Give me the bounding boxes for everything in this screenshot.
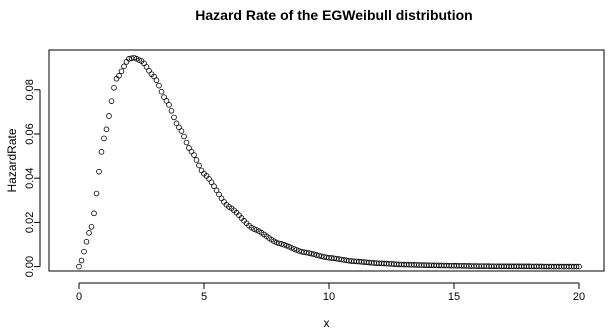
data-point — [296, 248, 302, 254]
data-point — [216, 191, 222, 198]
data-point — [308, 250, 315, 257]
data-point — [156, 82, 162, 89]
data-point — [101, 135, 107, 142]
data-point — [118, 68, 125, 75]
data-point — [288, 245, 295, 251]
data-point — [278, 241, 285, 247]
data-point — [91, 210, 97, 217]
data-point — [83, 238, 90, 245]
data-point — [573, 263, 580, 270]
y-tick-label: 0.06 — [24, 123, 36, 144]
data-point — [213, 187, 220, 194]
data-point — [108, 98, 115, 104]
data-point — [98, 149, 105, 155]
data-point — [93, 190, 100, 197]
data-point — [88, 224, 95, 230]
data-point — [151, 73, 157, 80]
data-point — [103, 126, 110, 133]
data-point — [318, 253, 325, 260]
data-point — [96, 168, 102, 175]
data-point — [111, 85, 117, 91]
y-tick-label: 0.02 — [24, 212, 36, 233]
data-point — [181, 133, 187, 140]
data-point — [198, 167, 205, 174]
data-point — [168, 108, 175, 114]
data-point — [113, 75, 120, 82]
data-point — [273, 239, 280, 246]
data-point — [123, 59, 130, 65]
data-point — [136, 57, 142, 63]
y-axis: 0.00 0.02 0.04 0.06 0.08 — [24, 79, 41, 277]
x-tick-label: 0 — [76, 291, 82, 303]
data-point — [283, 242, 290, 249]
data-point — [196, 162, 202, 169]
data-point — [281, 241, 287, 248]
data-point — [153, 77, 160, 84]
data-point — [211, 183, 217, 190]
data-point — [176, 124, 182, 131]
data-point — [116, 72, 122, 79]
data-point — [191, 152, 197, 158]
x-tick-label: 15 — [448, 291, 460, 303]
data-point — [121, 63, 127, 70]
plot-area — [48, 49, 605, 272]
data-points — [76, 54, 582, 270]
data-point — [186, 145, 192, 151]
data-point — [178, 128, 185, 134]
data-point — [293, 247, 300, 253]
data-point — [311, 251, 317, 258]
data-point — [291, 246, 297, 252]
data-point — [303, 249, 310, 256]
data-point — [158, 88, 165, 95]
data-point — [86, 230, 92, 236]
data-point — [208, 179, 215, 186]
x-axis-label: x — [324, 316, 330, 330]
data-point — [76, 263, 82, 270]
data-point — [143, 64, 150, 70]
x-tick-label: 5 — [201, 291, 207, 303]
data-point — [306, 250, 312, 256]
data-point — [286, 243, 292, 250]
data-point — [313, 252, 320, 258]
data-point — [188, 148, 195, 155]
data-point — [173, 120, 180, 127]
data-point — [171, 114, 177, 121]
data-point — [161, 94, 167, 100]
chart-title: Hazard Rate of the EGWeibull distributio… — [195, 7, 472, 23]
data-point — [183, 139, 190, 146]
data-point — [193, 157, 200, 163]
data-point — [146, 67, 152, 74]
data-point — [106, 113, 112, 119]
y-tick-label: 0.08 — [24, 79, 36, 100]
y-axis-label: HazardRate — [5, 128, 19, 192]
data-point — [166, 102, 172, 108]
data-point — [131, 54, 137, 61]
data-point — [126, 56, 132, 62]
data-point — [576, 263, 582, 270]
x-axis: 0 5 10 15 20 — [76, 282, 585, 303]
data-point — [163, 98, 170, 104]
y-tick-label: 0.00 — [24, 256, 36, 277]
data-point — [81, 248, 87, 255]
data-point — [316, 252, 322, 259]
data-point — [78, 257, 85, 264]
x-tick-label: 10 — [323, 291, 335, 303]
data-point — [276, 240, 282, 247]
data-point — [251, 226, 257, 232]
x-tick-label: 20 — [573, 291, 585, 303]
y-tick-label: 0.04 — [24, 167, 36, 188]
